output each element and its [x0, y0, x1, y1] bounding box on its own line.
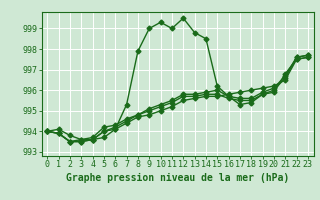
X-axis label: Graphe pression niveau de la mer (hPa): Graphe pression niveau de la mer (hPa) — [66, 173, 289, 183]
